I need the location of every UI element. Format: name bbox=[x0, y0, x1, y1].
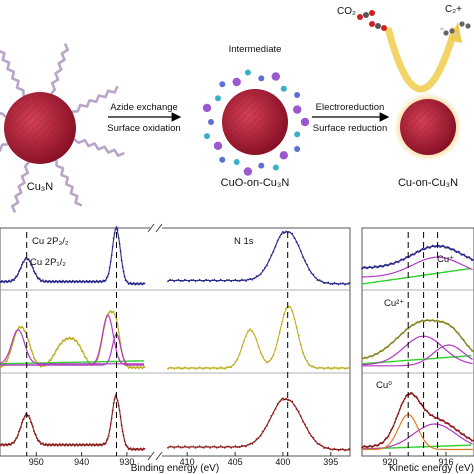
auger-curves bbox=[361, 232, 474, 456]
xps-frame bbox=[0, 227, 351, 457]
annotation-cu2p32: Cu 2P₃/₂ bbox=[32, 236, 69, 247]
series-curve-row-3 bbox=[0, 392, 145, 450]
shell-ion bbox=[232, 77, 241, 87]
x-tick-label: 920 bbox=[382, 457, 397, 467]
auger-x-ticks: 920 916 bbox=[382, 452, 454, 467]
intermediate-title: Intermediate bbox=[229, 44, 282, 55]
fit-envelope-row-1 bbox=[361, 245, 474, 269]
shell-ion bbox=[213, 141, 223, 150]
x-tick-label: 400 bbox=[275, 457, 290, 467]
shell-ion bbox=[272, 164, 279, 171]
shell-ion bbox=[244, 69, 251, 76]
shell-ion bbox=[219, 81, 226, 88]
annotation-cu2p12: Cu 2P₁/₂ bbox=[30, 257, 66, 268]
series-curve-row-3 bbox=[168, 397, 350, 451]
fit-envelope-row-3 bbox=[361, 393, 474, 448]
shell-ion bbox=[294, 92, 301, 98]
fit-envelope-row-2 bbox=[361, 319, 474, 360]
annotation-cu-plus: Cu⁺ bbox=[437, 254, 454, 265]
ligand-chain bbox=[73, 138, 125, 157]
co2-reduction-path bbox=[384, 27, 459, 93]
xps-x-ticks: 950 940 930 410 405 400 395 bbox=[29, 452, 338, 467]
shell-ion bbox=[294, 131, 301, 138]
shell-ion bbox=[280, 85, 287, 92]
component-peak bbox=[362, 344, 473, 367]
shell-ion bbox=[279, 151, 288, 160]
annotation-n1s: N 1s bbox=[234, 236, 254, 247]
stage-label-cu3n: Cu₃N bbox=[27, 181, 54, 193]
shell-ion bbox=[208, 119, 214, 125]
reactant-label: CO₂ bbox=[337, 6, 356, 17]
arrow1-top-label: Azide exchange bbox=[110, 102, 178, 113]
component-peak bbox=[0, 314, 145, 366]
series-curve-row-1 bbox=[168, 230, 350, 285]
series-curve-row-1 bbox=[0, 227, 145, 285]
shell-ion bbox=[202, 103, 212, 113]
co2-reduction-arrowhead bbox=[449, 22, 462, 43]
co2-molecules bbox=[357, 10, 387, 31]
x-tick-label: 405 bbox=[228, 457, 243, 467]
arrow1-bottom-label: Surface oxidation bbox=[107, 123, 180, 134]
cuo-shell-ions bbox=[202, 69, 310, 176]
x-tick-label: 940 bbox=[74, 457, 89, 467]
xps-x-axis-label: Binding energy (eV) bbox=[131, 463, 219, 474]
arrow2-bottom-label: Surface reduction bbox=[313, 123, 387, 134]
x-tick-label: 950 bbox=[29, 457, 44, 467]
arrow2-top-label: Electroreduction bbox=[316, 102, 385, 113]
auger-panel: 920 916 Cu⁺ Cu²⁺ Cu⁰ Kinetic energy (eV) bbox=[361, 227, 474, 474]
component-peak bbox=[0, 333, 145, 366]
x-tick-label: 410 bbox=[180, 457, 195, 467]
ligand-chain bbox=[0, 49, 25, 96]
x-tick-label: 916 bbox=[438, 457, 453, 467]
ligand-chain bbox=[50, 43, 69, 95]
shell-ion bbox=[294, 146, 301, 152]
shell-ion bbox=[215, 95, 221, 102]
ligand-chain bbox=[55, 160, 83, 207]
x-tick-label: 395 bbox=[323, 457, 338, 467]
shell-ion bbox=[204, 133, 210, 140]
component-peak bbox=[361, 256, 473, 278]
series-curve-row-2 bbox=[168, 305, 350, 369]
shell-ion bbox=[293, 105, 302, 114]
shell-ion bbox=[219, 156, 226, 163]
auger-x-axis-label: Kinetic energy (eV) bbox=[389, 463, 474, 474]
c2-products bbox=[440, 21, 471, 37]
ligand-chain bbox=[0, 111, 7, 118]
shell-ion bbox=[243, 167, 253, 176]
stage-label-cu-on-cu3n: Cu-on-Cu₃N bbox=[398, 177, 458, 189]
background-line bbox=[361, 267, 472, 285]
stage-label-cuo-on-cu3n: CuO-on-Cu₃N bbox=[221, 177, 290, 189]
ligand-chain bbox=[11, 161, 30, 213]
scheme-panel: Cu₃N Azide exchange Surface oxidation In… bbox=[0, 4, 471, 213]
shell-ion bbox=[258, 75, 265, 82]
annotation-cu-2plus: Cu²⁺ bbox=[384, 298, 404, 309]
component-peak bbox=[362, 423, 473, 450]
component-peak bbox=[0, 329, 145, 365]
product-label: C₂+ bbox=[445, 4, 462, 15]
ligand-chain bbox=[0, 143, 8, 153]
shell-ion bbox=[258, 162, 265, 169]
ligand-chain bbox=[72, 85, 119, 113]
auger-frame bbox=[361, 227, 474, 457]
xps-panel: 950 940 930 410 405 400 395 Cu 2P₃/₂ Cu 2P₁/₂ … bbox=[0, 223, 351, 474]
shell-ion bbox=[271, 72, 280, 81]
component-peak bbox=[361, 335, 473, 366]
x-tick-label: 930 bbox=[119, 457, 134, 467]
component-peak bbox=[362, 413, 473, 451]
annotation-cu-0: Cu⁰ bbox=[376, 380, 392, 391]
xps-curves bbox=[0, 226, 351, 456]
shell-ion bbox=[300, 117, 310, 127]
ligand-chains bbox=[0, 43, 125, 213]
axis-break-top bbox=[147, 223, 163, 233]
shell-ion bbox=[233, 159, 240, 165]
axis-break-bottom bbox=[147, 451, 163, 461]
series-curve-row-2 bbox=[0, 311, 145, 369]
